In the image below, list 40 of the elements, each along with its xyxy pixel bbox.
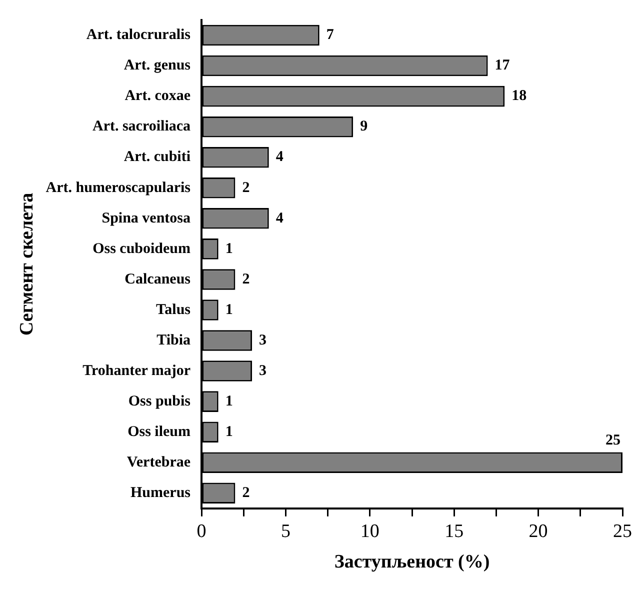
data-label: 3 xyxy=(259,332,267,348)
y-tick-label: Oss pubis xyxy=(128,393,191,410)
data-label: 2 xyxy=(242,180,250,196)
data-label: 4 xyxy=(276,149,284,166)
data-label: 2 xyxy=(242,485,250,502)
y-tick-label: Art. cubiti xyxy=(124,149,191,166)
x-tick-label: 15 xyxy=(444,520,464,542)
x-tick-label: 5 xyxy=(280,520,290,542)
data-label: 1 xyxy=(225,393,233,410)
x-tick-label: 25 xyxy=(613,520,632,542)
data-label: 1 xyxy=(225,424,233,440)
data-label: 1 xyxy=(225,240,233,257)
x-tick-label: 20 xyxy=(528,520,548,542)
y-tick-label: Calcaneus xyxy=(124,271,191,288)
data-label: 2 xyxy=(242,271,250,288)
y-tick-label: Spina ventosa xyxy=(102,210,192,226)
data-label: 7 xyxy=(326,27,334,44)
y-tick-label: Humerus xyxy=(130,485,191,502)
x-tick-label: 0 xyxy=(196,520,206,542)
data-label: 18 xyxy=(512,88,527,104)
y-tick-label: Trohanter major xyxy=(82,362,191,379)
y-tick-label: Tibia xyxy=(156,332,192,348)
data-label: 25 xyxy=(606,432,620,449)
y-axis-title: Сегмент скелета xyxy=(16,192,38,336)
x-axis-title: Заступљеност (%) xyxy=(334,552,490,573)
y-tick-label: Art. genus xyxy=(124,58,191,74)
data-label: 3 xyxy=(259,362,267,379)
y-tick-label: Vertebrae xyxy=(126,454,191,470)
y-tick-label: Talus xyxy=(156,302,191,318)
data-label: 4 xyxy=(276,210,284,226)
data-label: 1 xyxy=(225,302,233,318)
y-tick-label: Oss ileum xyxy=(128,424,192,440)
y-tick-label: Oss cuboideum xyxy=(92,240,192,257)
data-label: 9 xyxy=(360,118,368,135)
data-label: 17 xyxy=(494,58,510,74)
y-tick-label: Art. talocruralis xyxy=(86,27,191,44)
y-tick-label: Art. sacroiliaca xyxy=(92,118,192,135)
y-tick-label: Art. humeroscapularis xyxy=(46,180,191,196)
x-tick-label: 10 xyxy=(360,520,380,542)
y-tick-label: Art. coxae xyxy=(124,88,191,104)
